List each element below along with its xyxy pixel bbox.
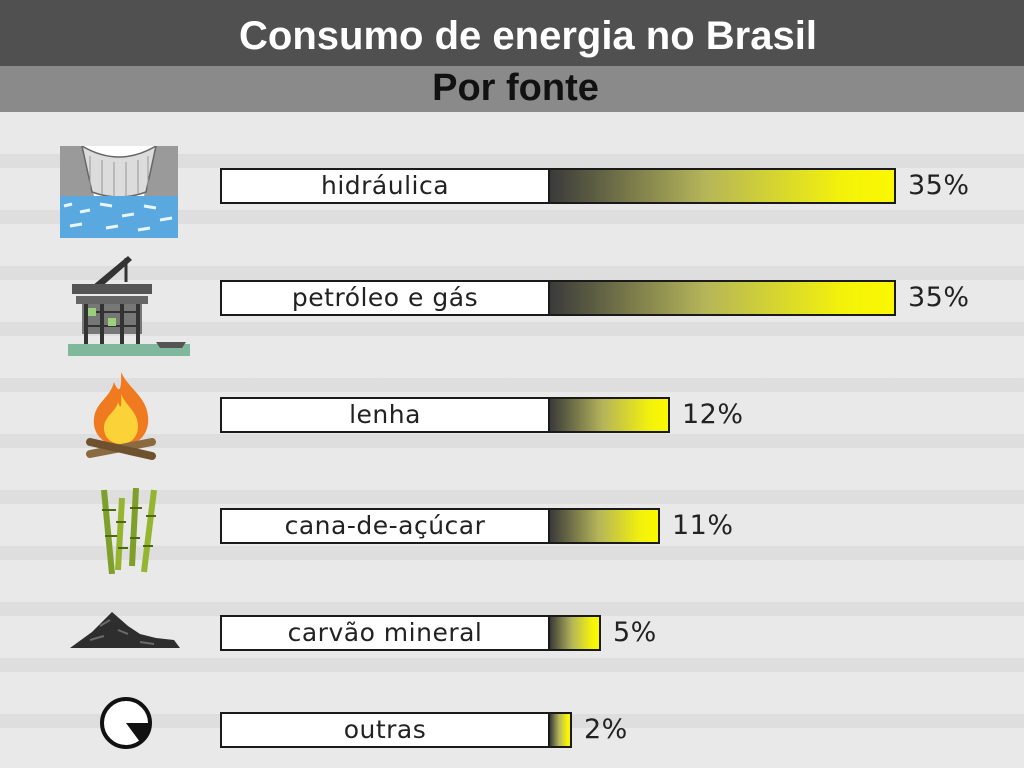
value-label: 35% xyxy=(908,282,970,313)
value-label: 12% xyxy=(682,399,744,430)
bar: outras xyxy=(220,712,572,748)
bar-fill xyxy=(548,399,668,431)
subtitle-band xyxy=(0,66,1024,112)
bar-label: hidráulica xyxy=(320,171,450,200)
bar-label: lenha xyxy=(349,400,421,429)
dam-icon xyxy=(60,144,178,242)
pie-icon xyxy=(96,696,162,754)
bar: petróleo e gás xyxy=(220,280,896,316)
bar: cana-de-açúcar xyxy=(220,508,660,544)
value-label: 5% xyxy=(613,617,657,648)
chart-title: Por fonte xyxy=(432,67,599,109)
value-label: 11% xyxy=(672,510,734,541)
slide-header xyxy=(0,0,1024,66)
bar: hidráulica xyxy=(220,168,896,204)
slide-title: Consumo de energia no Brasil xyxy=(239,14,817,58)
sugarcane-icon xyxy=(96,487,160,578)
fire-icon xyxy=(84,372,158,468)
bar-fill xyxy=(548,170,894,202)
coal-pile-icon xyxy=(70,610,180,654)
bar: lenha xyxy=(220,397,670,433)
bar: carvão mineral xyxy=(220,615,601,651)
bar-label: carvão mineral xyxy=(287,618,483,647)
oil-platform-icon xyxy=(68,256,190,360)
bar-fill xyxy=(548,617,599,649)
bar-label: outras xyxy=(343,715,427,744)
bar-label: cana-de-açúcar xyxy=(284,511,486,540)
bar-fill xyxy=(548,510,658,542)
bar-label: petróleo e gás xyxy=(291,283,479,312)
bar-fill xyxy=(548,282,894,314)
bar-fill xyxy=(548,714,570,746)
value-label: 2% xyxy=(584,714,628,745)
value-label: 35% xyxy=(908,170,970,201)
